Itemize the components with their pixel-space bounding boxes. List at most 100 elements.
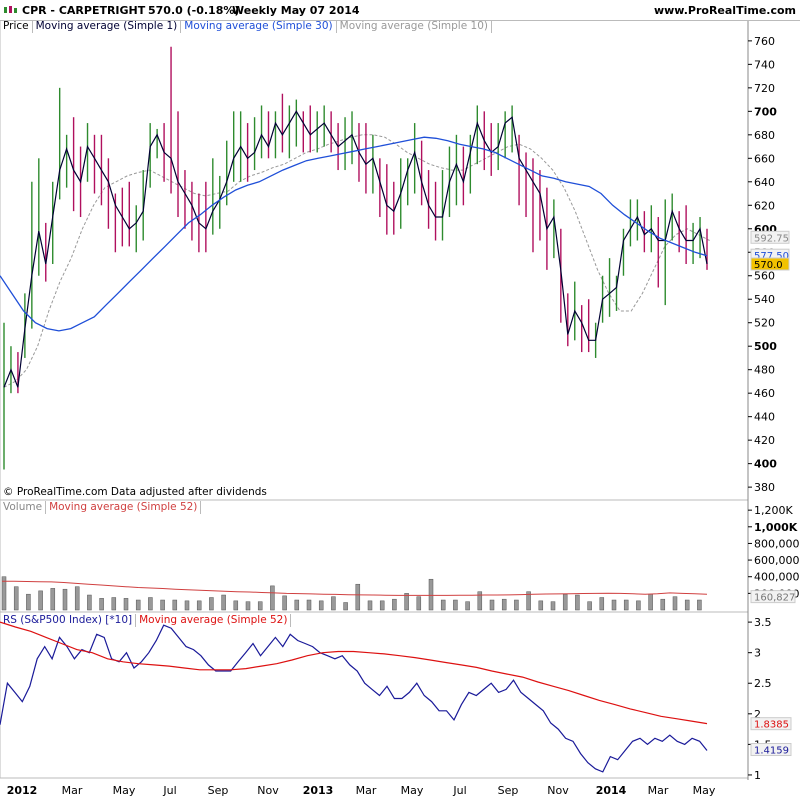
legend-ma1[interactable]: Moving average (Simple 1) bbox=[33, 20, 182, 33]
volume-bar bbox=[404, 593, 409, 611]
volume-bar bbox=[74, 586, 80, 611]
legend-ma30[interactable]: Moving average (Simple 30) bbox=[181, 20, 337, 33]
volume-bar bbox=[26, 593, 31, 611]
volume-bar bbox=[294, 599, 300, 611]
rs-tick-label: 3 bbox=[754, 647, 761, 660]
volume-bar bbox=[355, 583, 361, 611]
volume-bar bbox=[13, 586, 19, 611]
x-axis-label: 2014 bbox=[596, 784, 627, 797]
rs-tick-label: 2.5 bbox=[754, 677, 772, 690]
price-tick-label: 520 bbox=[754, 317, 775, 330]
volume-bar bbox=[648, 593, 653, 611]
x-axis-label: Mar bbox=[648, 784, 669, 797]
volume-bar bbox=[209, 597, 214, 611]
ma1-line bbox=[3, 110, 708, 388]
volume-bar bbox=[367, 600, 373, 611]
price-tick-label: 680 bbox=[754, 129, 775, 142]
legend-volume-ma[interactable]: Moving average (Simple 52) bbox=[46, 501, 202, 514]
volume-bar bbox=[160, 599, 165, 611]
volume-bar bbox=[538, 600, 544, 611]
volume-bar bbox=[526, 591, 531, 611]
rs-ma-line bbox=[0, 621, 708, 725]
x-axis-label: Sep bbox=[208, 784, 229, 797]
rs-legend: RS (S&P500 Index) [*10] Moving average (… bbox=[0, 614, 292, 627]
price-legend: Price Moving average (Simple 1) Moving a… bbox=[0, 20, 492, 33]
volume-value-badge bbox=[750, 590, 796, 604]
volume-bar bbox=[343, 602, 348, 611]
price-tick-label: 460 bbox=[754, 387, 775, 400]
symbol-name: CPR - CARPETRIGHT bbox=[22, 4, 146, 17]
x-axis-label: Jul bbox=[452, 784, 466, 797]
price-panel bbox=[0, 19, 749, 501]
volume-bar bbox=[184, 600, 190, 611]
price-tick-label: 760 bbox=[754, 35, 775, 48]
rs-value-label: 1.4159 bbox=[754, 746, 789, 757]
price-tick-label: 700 bbox=[754, 105, 777, 118]
volume-bar bbox=[50, 588, 56, 611]
price-tick-label: 620 bbox=[754, 199, 775, 212]
legend-rs[interactable]: RS (S&P500 Index) [*10] bbox=[0, 614, 137, 627]
site-link[interactable]: www.ProRealTime.com bbox=[653, 4, 796, 17]
rs-tick-label: 3.5 bbox=[754, 616, 772, 629]
rs-value-badge bbox=[750, 717, 792, 731]
legend-ma10[interactable]: Moving average (Simple 10) bbox=[337, 20, 492, 33]
price-tick-label: 400 bbox=[754, 458, 777, 471]
volume-bar bbox=[428, 578, 434, 611]
x-axis-label: Mar bbox=[356, 784, 377, 797]
ma30-line bbox=[0, 136, 708, 332]
volume-bar bbox=[501, 598, 507, 611]
last-quote: 570.0 (-0.18%) bbox=[148, 4, 240, 17]
volume-value-label: 160,827 bbox=[754, 593, 795, 604]
volume-bar bbox=[514, 599, 519, 611]
candlestick-icon[interactable] bbox=[3, 5, 19, 15]
rs-value-badge bbox=[750, 743, 792, 757]
volume-tick-label: 600,000 bbox=[754, 554, 800, 567]
x-axis-label: May bbox=[113, 784, 136, 797]
volume-bar bbox=[270, 585, 275, 611]
price-tick-label: 380 bbox=[754, 481, 775, 494]
volume-bar bbox=[172, 599, 178, 611]
legend-rs-ma[interactable]: Moving average (Simple 52) bbox=[136, 614, 292, 627]
price-value-label: 570.0 bbox=[754, 260, 783, 271]
legend-volume[interactable]: Volume bbox=[0, 501, 47, 514]
volume-bar bbox=[416, 596, 422, 611]
volume-bar bbox=[379, 600, 385, 611]
x-axis-label: May bbox=[693, 784, 716, 797]
x-axis-label: Jul bbox=[162, 784, 176, 797]
volume-bar bbox=[611, 599, 617, 611]
volume-tick-label: 400,000 bbox=[754, 571, 800, 584]
x-axis-label: Sep bbox=[498, 784, 519, 797]
volume-bar bbox=[440, 599, 446, 611]
price-tick-label: 500 bbox=[754, 340, 777, 353]
volume-bar bbox=[135, 599, 141, 611]
price-tick-label: 440 bbox=[754, 411, 775, 424]
volume-bar bbox=[672, 596, 678, 611]
volume-bar bbox=[257, 601, 263, 611]
volume-bar bbox=[636, 600, 641, 611]
volume-bar bbox=[306, 599, 312, 611]
copyright-note: © ProRealTime.com Data adjusted after di… bbox=[3, 486, 267, 498]
volume-bar bbox=[465, 601, 470, 611]
x-axis-label: 2012 bbox=[7, 784, 38, 797]
price-tick-label: 740 bbox=[754, 58, 775, 71]
period-label: Weekly May 07 2014 bbox=[232, 4, 360, 17]
volume-bar bbox=[697, 599, 702, 611]
price-tick-label: 660 bbox=[754, 152, 775, 165]
volume-bar bbox=[575, 594, 580, 611]
volume-bar bbox=[38, 590, 43, 611]
volume-bar bbox=[282, 595, 287, 611]
volume-bar bbox=[87, 594, 92, 611]
volume-bar bbox=[660, 598, 666, 611]
volume-bar bbox=[587, 601, 592, 611]
x-axis-label: May bbox=[401, 784, 424, 797]
volume-bar bbox=[453, 599, 458, 611]
volume-tick-label: 1,200K bbox=[754, 504, 793, 517]
volume-tick-label: 1,000K bbox=[754, 521, 798, 534]
volume-bar bbox=[1, 576, 7, 611]
volume-bar bbox=[123, 598, 129, 611]
volume-bar bbox=[99, 598, 104, 611]
legend-price[interactable]: Price bbox=[0, 20, 33, 33]
chart-header: CPR - CARPETRIGHT 570.0 (-0.18%) Weekly … bbox=[0, 0, 800, 21]
price-tick-label: 720 bbox=[754, 82, 775, 95]
ma10-line bbox=[3, 134, 710, 388]
